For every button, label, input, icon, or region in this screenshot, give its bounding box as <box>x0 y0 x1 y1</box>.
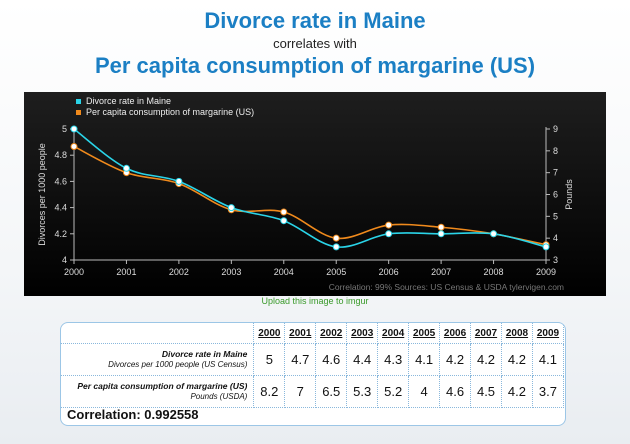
y-tick-label-right: 4 <box>553 233 558 243</box>
year-header: 2005 <box>408 323 441 344</box>
table-cell: 4.7 <box>284 343 317 376</box>
data-point <box>280 208 288 216</box>
y-tick-label-right: 3 <box>553 255 558 265</box>
x-tick-label: 2003 <box>221 267 241 277</box>
data-point <box>437 230 445 238</box>
series-line-margarine <box>73 145 547 246</box>
table-cell: 4.2 <box>470 343 502 376</box>
table-cell: 4.1 <box>408 343 441 376</box>
y-tick-label-right: 5 <box>553 211 558 221</box>
data-point <box>280 217 288 225</box>
x-tick-label: 2005 <box>326 267 346 277</box>
year-header: 2008 <box>500 323 533 344</box>
data-table-card: 2000 2001 2002 2003 2004 2005 2006 2007 … <box>60 322 566 426</box>
row-label: Per capita consumption of margarine (US)… <box>61 375 255 408</box>
year-header: 2000 <box>253 323 286 344</box>
data-point <box>490 230 498 238</box>
data-point <box>227 204 235 212</box>
table-cell: 8.2 <box>253 375 286 408</box>
year-header: 2007 <box>470 323 502 344</box>
x-tick-label: 2009 <box>536 267 556 277</box>
table-cell: 4.1 <box>531 343 565 376</box>
y-tick-label-right: 6 <box>553 190 558 200</box>
table-row: Per capita consumption of margarine (US)… <box>61 375 565 408</box>
data-point <box>70 125 78 133</box>
upload-imgur-link[interactable]: Upload this image to imgur <box>261 296 369 306</box>
legend-label: Divorce rate in Maine <box>86 96 171 106</box>
chart-title-connector: correlates with <box>273 36 357 51</box>
y-axis-label-left: Divorces per 1000 people <box>37 143 47 246</box>
row-label: Divorce rate in Maine Divorces per 1000 … <box>61 343 255 376</box>
data-point <box>70 142 78 150</box>
y-tick-label-left: 4.4 <box>54 203 67 213</box>
table-cell: 5 <box>253 343 286 376</box>
y-tick-label-left: 4 <box>62 255 67 265</box>
legend-label: Per capita consumption of margarine (US) <box>86 107 254 117</box>
y-tick-label-right: 7 <box>553 168 558 178</box>
table-cell: 4.6 <box>315 343 348 376</box>
table-cell: 4.2 <box>500 343 533 376</box>
x-tick-label: 2004 <box>274 267 294 277</box>
table-cell: 4.4 <box>346 343 379 376</box>
data-point <box>175 177 183 185</box>
table-cell: 4 <box>408 375 441 408</box>
table-cell: 4.3 <box>377 343 410 376</box>
table-cell: 4.6 <box>439 375 472 408</box>
legend-swatch <box>76 99 81 104</box>
data-point <box>122 164 130 172</box>
row-title: Divorce rate in Maine <box>161 349 248 359</box>
year-header: 2004 <box>377 323 410 344</box>
row-title: Per capita consumption of margarine (US) <box>77 381 248 391</box>
chart-background <box>24 92 606 296</box>
table-cell: 6.5 <box>315 375 348 408</box>
table-cell: 4.5 <box>470 375 502 408</box>
chart-title-secondary: Per capita consumption of margarine (US) <box>94 53 536 78</box>
table-row: Divorce rate in Maine Divorces per 1000 … <box>61 343 565 376</box>
x-tick-label: 2007 <box>431 267 451 277</box>
data-point <box>437 223 445 231</box>
x-tick-label: 2006 <box>379 267 399 277</box>
x-tick-label: 2002 <box>169 267 189 277</box>
table-cell: 4.2 <box>500 375 533 408</box>
y-tick-label-right: 9 <box>553 124 558 134</box>
y-tick-label-left: 4.2 <box>54 229 67 239</box>
x-tick-label: 2001 <box>116 267 136 277</box>
y-tick-label-left: 5 <box>62 124 67 134</box>
y-tick-label-right: 8 <box>553 146 558 156</box>
data-table: 2000 2001 2002 2003 2004 2005 2006 2007 … <box>61 323 565 408</box>
line-chart: 4 4.2 4.4 4.6 4.8 5 3 4 5 6 7 8 9 2000 2001 2002 2003 200… <box>24 92 606 296</box>
correlation-value: Correlation: 0.992558 <box>67 407 199 422</box>
x-tick-label: 2008 <box>484 267 504 277</box>
year-header: 2001 <box>284 323 317 344</box>
table-cell: 5.2 <box>377 375 410 408</box>
year-header: 2002 <box>315 323 348 344</box>
data-point <box>542 243 550 251</box>
legend-swatch <box>76 110 81 115</box>
table-cell: 3.7 <box>531 375 565 408</box>
y-axis-label-right: Pounds <box>564 179 574 210</box>
table-corner <box>61 323 255 344</box>
year-header: 2009 <box>531 323 565 344</box>
data-point <box>385 230 393 238</box>
chart-footer: Correlation: 99% Sources: US Census & US… <box>329 282 564 292</box>
data-point <box>385 221 393 229</box>
row-subtitle: Pounds (USDA) <box>190 392 248 401</box>
table-header-row: 2000 2001 2002 2003 2004 2005 2006 2007 … <box>61 323 565 344</box>
table-cell: 7 <box>284 375 317 408</box>
table-cell: 4.2 <box>439 343 472 376</box>
data-point <box>332 234 340 242</box>
table-cell: 5.3 <box>346 375 379 408</box>
year-header: 2003 <box>346 323 379 344</box>
y-tick-label-left: 4.6 <box>54 176 67 186</box>
chart-title-primary: Divorce rate in Maine <box>204 8 426 33</box>
year-header: 2006 <box>439 323 472 344</box>
x-tick-label: 2000 <box>64 267 84 277</box>
row-subtitle: Divorces per 1000 people (US Census) <box>108 360 248 369</box>
y-tick-label-left: 4.8 <box>54 150 67 160</box>
data-point <box>332 243 340 251</box>
series-line-divorce <box>73 128 547 248</box>
